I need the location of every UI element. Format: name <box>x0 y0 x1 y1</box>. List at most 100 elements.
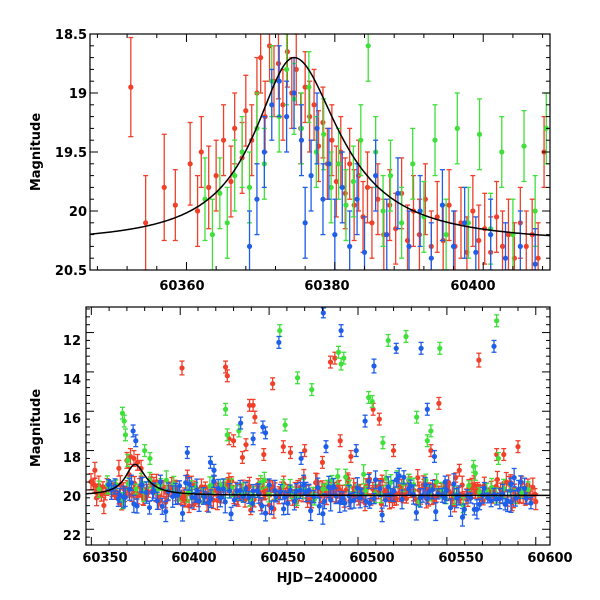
data-point <box>430 486 436 493</box>
bottom-xtick-label: 60350 <box>82 551 127 566</box>
data-point <box>211 478 217 484</box>
data-point <box>403 496 409 502</box>
data-point <box>260 424 266 430</box>
data-point <box>302 447 308 454</box>
top-plot-area <box>90 34 550 270</box>
data-point <box>134 503 140 509</box>
data-point <box>343 202 349 208</box>
data-point <box>157 479 164 485</box>
data-point <box>333 178 339 185</box>
data-point <box>252 414 258 420</box>
data-point <box>439 202 446 208</box>
data-point <box>246 494 252 501</box>
data-point <box>275 60 282 67</box>
data-point <box>451 481 457 487</box>
data-point <box>122 494 128 500</box>
data-point <box>323 444 329 450</box>
data-point <box>207 459 214 465</box>
data-point <box>337 438 343 444</box>
data-point <box>456 467 462 473</box>
data-point <box>340 495 346 501</box>
data-point <box>258 55 264 61</box>
data-point <box>465 220 471 226</box>
data-point <box>96 486 102 492</box>
data-point <box>341 355 347 361</box>
data-point <box>515 444 521 450</box>
data-point <box>293 488 299 494</box>
data-point <box>313 149 319 155</box>
data-point <box>243 485 249 492</box>
bottom-xtick-labels: 60350 60400 60450 60500 60550 60600 <box>82 551 572 566</box>
data-point <box>176 483 183 489</box>
data-point <box>154 498 160 504</box>
data-point <box>443 232 449 238</box>
top-ticks <box>90 33 550 271</box>
data-point <box>376 416 382 422</box>
data-point <box>277 328 283 334</box>
data-point <box>311 102 317 108</box>
data-point <box>444 487 450 493</box>
data-point <box>335 473 341 480</box>
data-point <box>306 487 312 493</box>
data-point <box>395 190 401 196</box>
data-point <box>293 66 299 72</box>
data-point <box>326 161 332 167</box>
data-point <box>380 440 386 446</box>
data-point <box>470 463 477 469</box>
data-point <box>339 184 345 190</box>
data-point <box>179 510 186 516</box>
data-point <box>351 497 357 503</box>
data-point <box>228 178 234 185</box>
data-point <box>249 500 256 507</box>
data-point <box>302 84 308 90</box>
data-point <box>191 501 197 507</box>
data-point <box>458 220 464 226</box>
data-point <box>205 500 212 506</box>
data-point <box>316 503 322 509</box>
data-point <box>351 202 357 208</box>
data-point <box>261 477 268 483</box>
bottom-plot-frame <box>85 306 551 546</box>
top-series-2 <box>246 45 538 270</box>
data-point <box>184 449 190 456</box>
data-point <box>308 173 314 179</box>
data-point <box>101 502 107 509</box>
data-point <box>238 420 244 426</box>
data-point <box>198 149 204 155</box>
data-point <box>284 49 290 55</box>
data-point <box>497 496 503 502</box>
data-point <box>187 161 193 167</box>
data-point <box>213 173 219 179</box>
data-point <box>270 381 276 387</box>
data-point <box>202 494 208 500</box>
data-point <box>348 453 354 460</box>
data-point <box>462 220 468 226</box>
data-point <box>277 489 284 495</box>
data-point <box>499 149 505 155</box>
data-point <box>361 471 367 477</box>
data-point <box>194 208 201 214</box>
data-point <box>347 243 353 249</box>
data-point <box>413 509 419 516</box>
top-xtick-label: 60380 <box>304 279 349 294</box>
data-point <box>415 475 421 481</box>
top-ytick-label: 19 <box>69 87 87 102</box>
bottom-ytick-label: 22 <box>63 529 81 544</box>
top-series-0 <box>128 34 547 270</box>
data-point <box>131 455 137 462</box>
data-point <box>521 485 528 491</box>
data-point <box>366 478 372 484</box>
data-point <box>122 432 129 438</box>
data-point <box>335 349 342 355</box>
data-point <box>466 483 472 489</box>
bottom-x-axis-label: HJD−2400000 <box>277 571 378 586</box>
bottom-xtick-label: 60400 <box>171 551 216 566</box>
data-point <box>476 489 482 495</box>
data-point <box>328 497 334 503</box>
data-point <box>116 465 122 471</box>
data-point <box>369 398 375 405</box>
bottom-ytick-label: 18 <box>63 451 81 466</box>
data-point <box>243 442 249 448</box>
data-point <box>301 482 307 488</box>
data-point <box>436 400 442 406</box>
